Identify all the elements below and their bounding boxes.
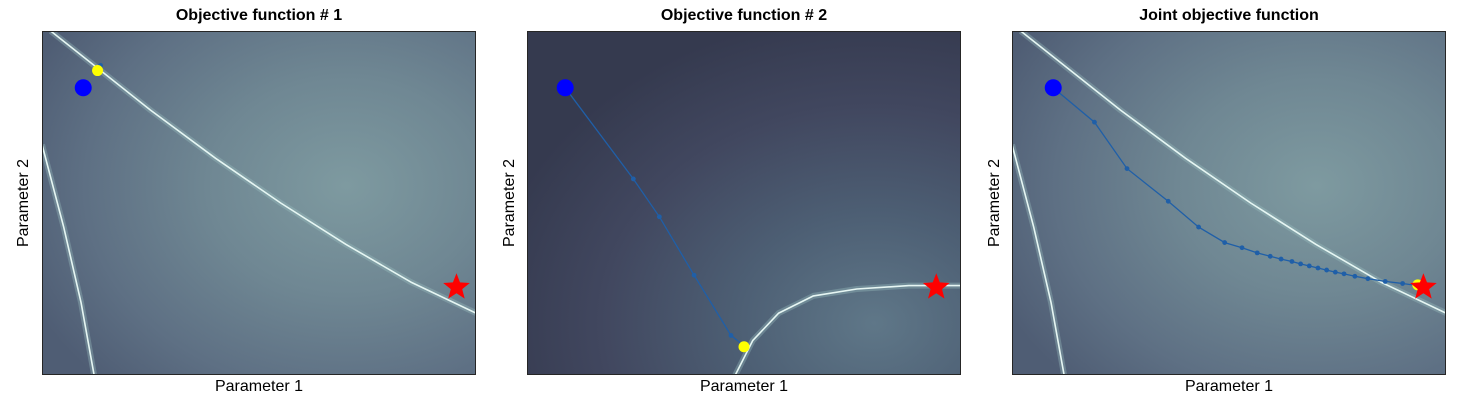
ridge-line <box>50 31 476 314</box>
path-point <box>1267 253 1273 259</box>
contour-background <box>1012 31 1446 375</box>
y-axis-label: Parameter 2 <box>986 158 1003 248</box>
path-point <box>1315 265 1321 271</box>
path-point <box>1124 166 1130 172</box>
x-axis-label: Parameter 1 <box>699 378 789 395</box>
plot-area <box>527 31 961 375</box>
start-marker <box>1044 79 1062 97</box>
path-point <box>1222 240 1228 245</box>
path-point <box>656 214 662 220</box>
path-point <box>1196 224 1202 230</box>
path-point <box>1092 119 1097 125</box>
path-point <box>1332 269 1338 275</box>
y-axis-label: Parameter 2 <box>15 158 32 248</box>
path-point <box>691 272 697 278</box>
ridge-line <box>42 144 95 375</box>
path-point <box>1254 250 1260 256</box>
path-point <box>1382 279 1388 284</box>
ridge-line <box>1020 31 1446 314</box>
x-axis-label: Parameter 1 <box>1184 378 1274 395</box>
plot-area <box>1012 31 1446 375</box>
path-point <box>1165 198 1171 204</box>
path-point <box>1365 276 1371 282</box>
optimum-star-marker <box>443 273 470 299</box>
path-point <box>1306 263 1312 269</box>
contour-background <box>527 31 961 375</box>
chart-panel-1: Objective function # 1 Parameter 2 Param… <box>0 0 490 420</box>
ridge-line <box>1012 144 1065 375</box>
path-point <box>630 176 636 182</box>
optimization-path <box>1052 87 1418 287</box>
chart-title: Objective function # 1 <box>175 7 343 24</box>
path-point <box>1352 273 1358 279</box>
axes-box <box>1012 31 1446 375</box>
x-axis-label: Parameter 1 <box>214 378 304 395</box>
start-marker <box>556 79 574 97</box>
path-point <box>728 333 734 338</box>
path-point <box>1239 245 1245 251</box>
optimum-star-marker <box>922 273 950 299</box>
end-marker <box>92 65 104 77</box>
chart-panel-3: Joint objective function Parameter 2 Par… <box>980 0 1464 420</box>
contour-background <box>42 31 476 375</box>
path-point <box>1400 281 1405 286</box>
path-point <box>1298 261 1304 267</box>
start-marker <box>74 79 92 97</box>
path-point <box>1289 259 1295 264</box>
end-marker <box>738 341 750 353</box>
chart-panel-2: Objective function # 2 Parameter 2 Param… <box>490 0 980 420</box>
optimum-star-marker <box>1410 273 1437 299</box>
ridge-line <box>734 284 961 375</box>
plot-area <box>42 31 476 375</box>
path-point <box>1324 267 1330 273</box>
axes-box <box>527 31 961 375</box>
path-point <box>1341 271 1347 277</box>
path-point <box>1278 256 1284 262</box>
optimization-path <box>564 87 745 347</box>
chart-title: Joint objective function <box>1139 7 1319 24</box>
chart-title: Objective function # 2 <box>660 7 828 24</box>
y-axis-label: Parameter 2 <box>501 158 518 248</box>
axes-box <box>42 31 476 375</box>
